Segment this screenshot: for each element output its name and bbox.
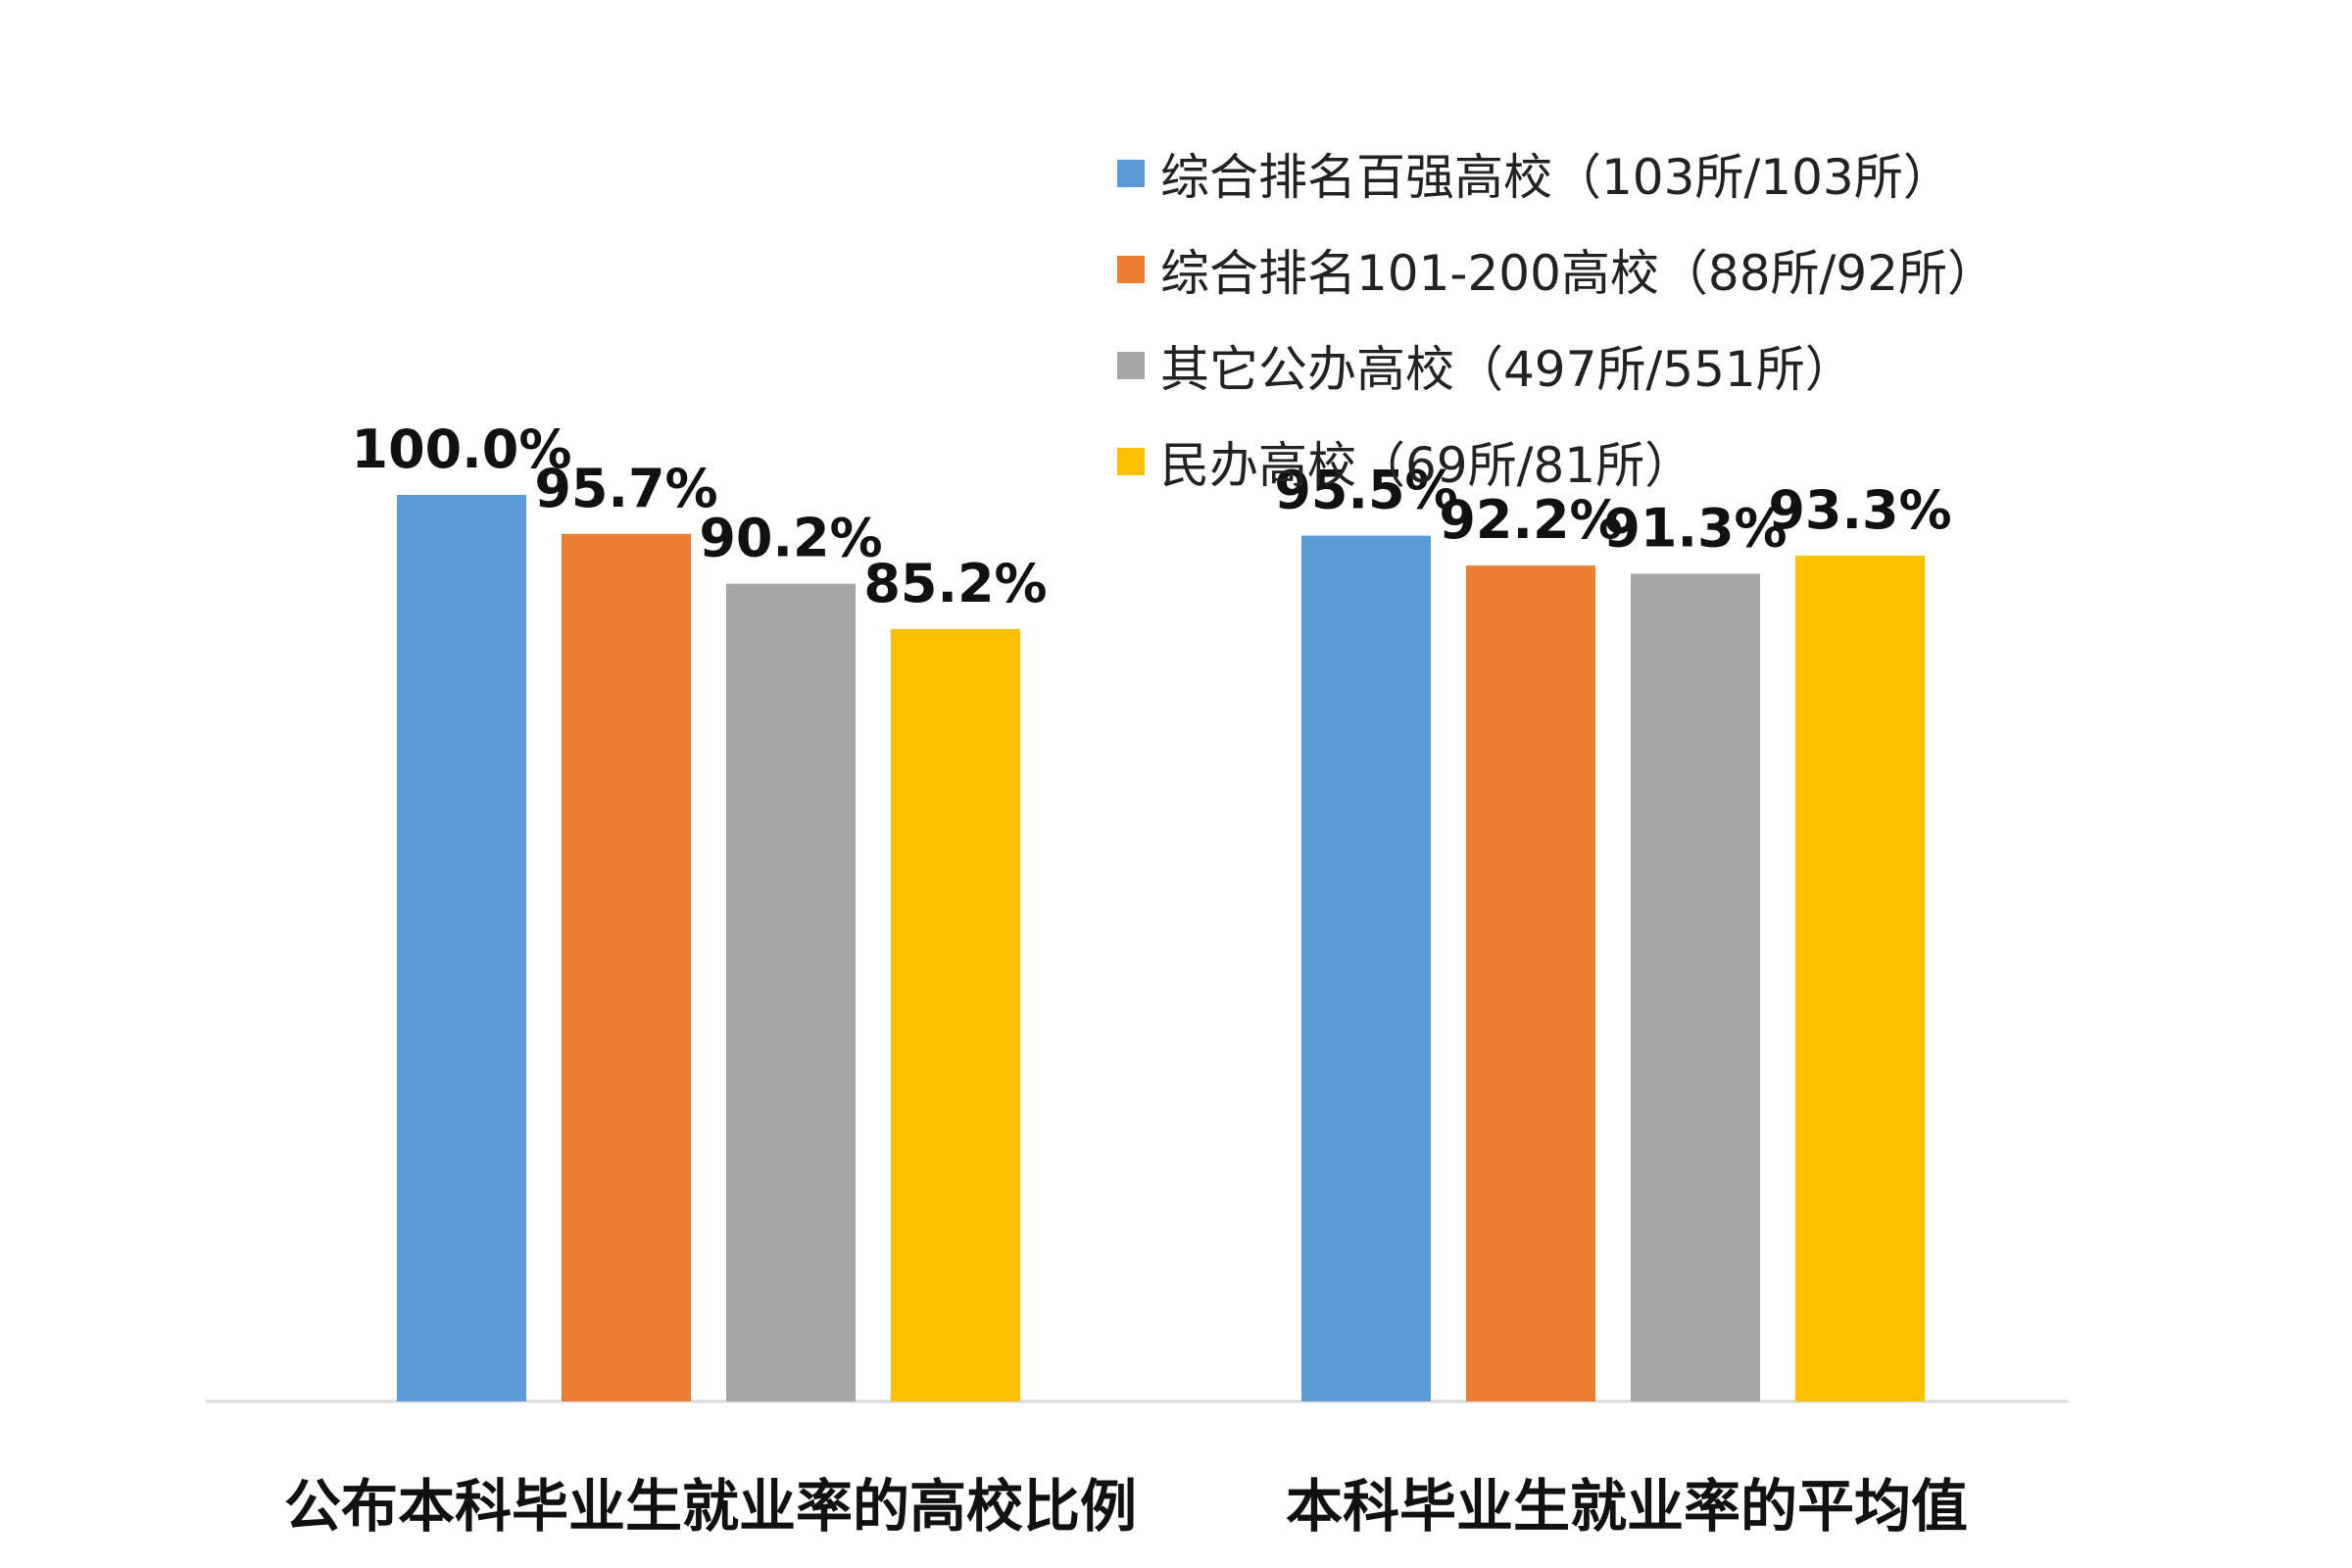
- bar: [1631, 573, 1760, 1401]
- legend-label: 其它公办高校（497所/551所）: [1160, 341, 1854, 398]
- legend-label: 综合排名百强高校（103所/103所）: [1160, 149, 1952, 206]
- legend-swatch: [1117, 352, 1145, 379]
- legend-swatch: [1117, 448, 1145, 475]
- bar: [1795, 555, 1925, 1401]
- data-label: 90.2%: [699, 508, 882, 569]
- legend-label: 综合排名101-200高校（88所/92所）: [1160, 245, 1997, 302]
- category-label: 公布本科毕业生就业率的高校比例: [283, 1473, 1137, 1540]
- legend-item: 其它公办高校（497所/551所）: [1117, 318, 1996, 414]
- legend-item: 综合排名百强高校（103所/103所）: [1117, 125, 1996, 221]
- data-label: 100.0%: [352, 418, 572, 480]
- legend-label: 民办高校（69所/81所）: [1160, 437, 1694, 494]
- data-label: 85.2%: [863, 553, 1047, 614]
- chart-legend: 综合排名百强高校（103所/103所） 综合排名101-200高校（88所/92…: [1117, 125, 1996, 510]
- bar: [1466, 565, 1595, 1401]
- legend-item: 综合排名101-200高校（88所/92所）: [1117, 221, 1996, 318]
- bar: [891, 628, 1020, 1401]
- legend-swatch: [1117, 160, 1145, 187]
- data-label: 95.5%: [1274, 460, 1457, 521]
- category-label: 本科毕业生就业率的平均值: [1285, 1473, 1968, 1540]
- bar: [397, 495, 526, 1401]
- legend-swatch: [1117, 256, 1145, 283]
- legend-item: 民办高校（69所/81所）: [1117, 414, 1996, 510]
- bar: [726, 583, 856, 1401]
- bar: [562, 533, 691, 1401]
- data-label: 92.2%: [1439, 489, 1622, 551]
- data-label: 91.3%: [1603, 497, 1787, 559]
- bar: [1301, 535, 1431, 1401]
- data-label: 95.7%: [534, 458, 717, 519]
- data-label: 93.3%: [1768, 479, 1951, 541]
